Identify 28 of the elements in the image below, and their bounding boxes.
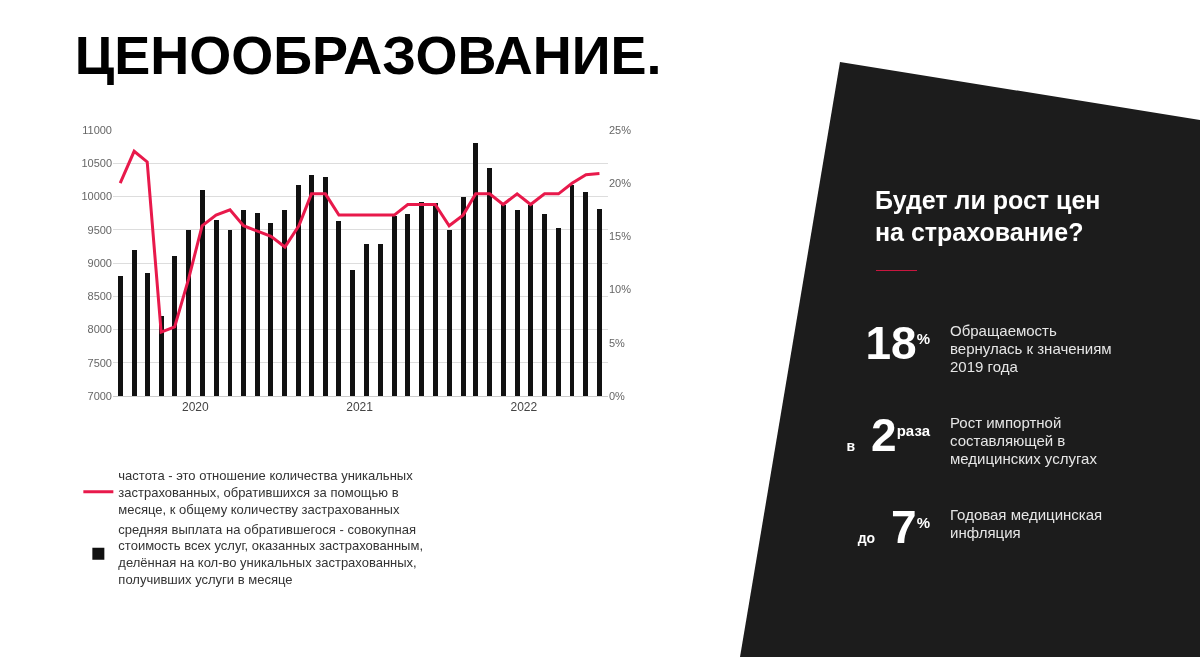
y-tick-label: 8000 xyxy=(87,323,112,336)
x-tick-label: 2022 xyxy=(510,400,538,415)
text: до 7$^{%}$ xyxy=(856,501,930,555)
y-tick-label: 11000 xyxy=(82,123,112,136)
y-tick-label: 7000 xyxy=(87,389,112,402)
line-series xyxy=(118,149,601,334)
x-tick-label: 2020 xyxy=(182,400,210,415)
y-tick-label: 8500 xyxy=(87,290,112,303)
y-tick-label: 9500 xyxy=(87,223,112,236)
y2-tick-label: 20% xyxy=(609,177,632,190)
chart-title: ЦЕНООБРАЗОВАНИЕ. xyxy=(74,24,662,85)
text: Рост импортной составляющей в медицинских услугах xyxy=(950,414,1098,468)
text: Будет ли рост цен на страхование? xyxy=(875,185,1102,248)
legend-label: средняя выплата на обратившегося - совокупная стоимость всех услуг, оказанных застрахованным, делённая на кол-во уникальных застрахованных, получивших услуги в месяце xyxy=(118,521,424,588)
text: Годовая медицинская инфляция xyxy=(950,506,1104,542)
y-tick-label: 10500 xyxy=(81,157,112,170)
y2-tick-label: 10% xyxy=(609,283,632,296)
text: 18$^{%}$ xyxy=(864,317,930,369)
y-tick-label: 7500 xyxy=(87,356,112,369)
y2-tick-label: 15% xyxy=(609,230,632,243)
x-tick-label: 2021 xyxy=(346,400,374,415)
y-tick-label: 10000 xyxy=(81,190,112,203)
text: Обращаемость вернулась к значениям 2019 года xyxy=(950,322,1113,376)
y2-tick-label: 5% xyxy=(609,336,626,349)
y2-tick-label: 0% xyxy=(609,389,626,402)
y-tick-label: 9000 xyxy=(87,256,112,269)
y2-tick-label: 25% xyxy=(609,123,632,136)
text: в 2$^{раза}$ xyxy=(845,409,930,463)
